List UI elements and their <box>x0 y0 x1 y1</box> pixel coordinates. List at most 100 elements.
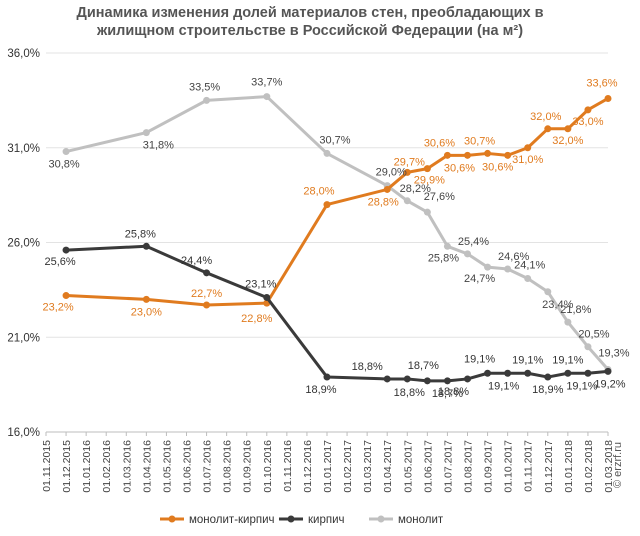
data-point <box>142 295 150 303</box>
data-point <box>403 197 411 205</box>
chart-title-line-1: Динамика изменения долей материалов стен… <box>77 5 544 21</box>
data-label: 24,7% <box>464 273 495 285</box>
data-point <box>464 375 471 383</box>
y-tick-label: 26,0% <box>7 238 40 250</box>
data-labels: 23,2% 23,0% 22,7% 22,8% 28,0% 28,8% 29,7% 29,9%… <box>42 77 629 400</box>
data-point <box>423 208 431 216</box>
x-tick-label: 01.08.2017 <box>463 440 475 493</box>
data-point <box>403 168 411 176</box>
x-tick-label: 01.08.2016 <box>222 440 234 493</box>
data-point <box>383 185 391 193</box>
data-label: 18,7% <box>408 360 439 372</box>
data-point <box>62 148 70 156</box>
data-label: 25,4% <box>458 236 489 248</box>
data-label: 19,1% <box>464 353 495 365</box>
data-point <box>484 369 492 377</box>
data-label: 18,7% <box>432 388 463 400</box>
data-point <box>263 93 271 101</box>
series-lines <box>62 93 612 385</box>
data-label: 23,4% <box>542 299 573 311</box>
x-tick-label: 01.03.2016 <box>121 440 133 493</box>
data-label: 27,6% <box>424 191 455 203</box>
x-tick-label: 01.04.2017 <box>382 440 394 493</box>
data-point <box>443 151 451 159</box>
legend-label: монолит <box>398 514 444 526</box>
x-tick-label: 01.11.2015 <box>41 440 53 492</box>
data-label: 18,8% <box>438 386 469 398</box>
data-label: 24,6% <box>498 251 529 263</box>
x-tick-label: 01.01.2017 <box>322 440 334 493</box>
x-tick-label: 01.04.2016 <box>141 440 153 493</box>
data-label: 22,7% <box>191 288 222 300</box>
x-tick-label: 01.05.2017 <box>402 440 414 493</box>
data-point <box>484 263 492 271</box>
data-label: 19,1% <box>552 354 583 366</box>
x-tick-label: 01.06.2017 <box>422 440 434 493</box>
data-point <box>604 367 612 375</box>
data-label: 22,8% <box>241 313 272 325</box>
legend: монолит-кирпич кирпич монолит <box>160 514 444 526</box>
x-tick-label: 01.12.2017 <box>543 440 555 493</box>
x-tick-label: 01.10.2017 <box>503 440 515 493</box>
data-label: 30,7% <box>319 134 350 146</box>
y-tick-label: 21,0% <box>7 332 40 344</box>
data-label: 33,6% <box>586 77 617 89</box>
gridlines <box>46 52 608 433</box>
data-label: 32,0% <box>530 111 561 123</box>
data-point <box>443 377 451 385</box>
data-label: 18,8% <box>352 361 383 373</box>
x-tick-label: 01.01.2016 <box>81 440 93 493</box>
data-label: 30,6% <box>444 162 475 174</box>
data-point <box>544 125 552 133</box>
data-point <box>383 375 391 383</box>
data-label: 30,6% <box>482 161 513 173</box>
data-label: 33,5% <box>189 81 220 93</box>
data-point <box>564 318 572 326</box>
data-point <box>423 377 431 385</box>
data-point <box>544 288 552 296</box>
data-point <box>504 151 512 159</box>
data-label: 25,8% <box>125 228 156 240</box>
data-point <box>203 96 211 104</box>
legend-marker <box>168 515 176 523</box>
data-label: 19,3% <box>598 347 629 359</box>
data-point <box>323 373 331 381</box>
x-tick-label: 01.06.2016 <box>182 440 194 493</box>
x-axis-ticks: 01.11.2015 01.12.2015 01.01.2016 01.02.2016… <box>41 432 615 493</box>
y-tick-label: 36,0% <box>7 48 40 60</box>
x-tick-label: 01.11.2017 <box>523 440 535 492</box>
data-point <box>203 269 211 277</box>
data-label: 18,8% <box>394 387 425 399</box>
data-label: 19,2% <box>594 378 625 390</box>
data-label: 31,0% <box>512 154 543 166</box>
x-tick-label: 01.02.2018 <box>583 440 595 493</box>
data-label: 29,7% <box>394 156 425 168</box>
data-label: 25,6% <box>44 256 75 268</box>
data-point <box>423 165 431 173</box>
watermark: © erzrf.ru <box>612 442 624 488</box>
data-label: 32,0% <box>552 135 583 147</box>
x-tick-label: 01.07.2017 <box>442 440 454 493</box>
data-point <box>323 201 331 209</box>
x-tick-label: 01.10.2016 <box>262 440 274 493</box>
data-label: 18,9% <box>532 384 563 396</box>
x-tick-label: 01.01.2018 <box>563 440 575 493</box>
data-point <box>504 265 512 273</box>
data-label: 29,9% <box>414 175 445 187</box>
data-point <box>203 301 211 309</box>
x-tick-label: 01.05.2016 <box>161 440 173 493</box>
data-point <box>323 149 331 157</box>
y-tick-label: 31,0% <box>7 143 40 155</box>
data-label: 33,0% <box>572 116 603 128</box>
data-point <box>464 151 471 159</box>
data-label: 24,4% <box>181 255 212 267</box>
data-point <box>564 369 572 377</box>
data-label: 19,1% <box>566 380 597 392</box>
x-tick-label: 01.09.2016 <box>242 440 254 493</box>
x-tick-label: 01.03.2017 <box>362 440 374 493</box>
data-label: 18,9% <box>305 384 336 396</box>
data-point <box>564 125 572 133</box>
data-point <box>142 129 150 137</box>
data-label: 33,7% <box>251 77 282 89</box>
